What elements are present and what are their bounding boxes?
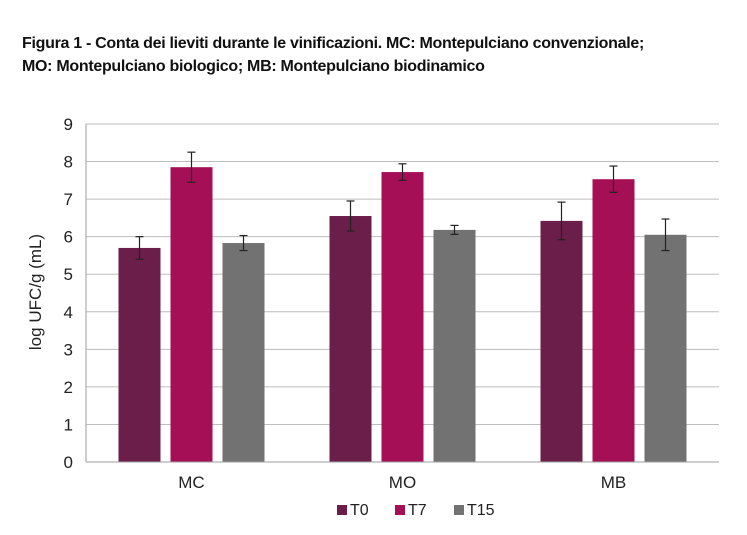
error-bar-t15-mo [450,224,459,236]
y-tick-label: 3 [64,340,73,359]
y-tick-label: 2 [64,378,73,397]
bar-t15-mo [433,229,476,462]
bar-t15-mb [644,234,687,462]
legend-swatch [337,505,347,515]
legend-item-t0: T0 [337,502,369,519]
y-axis-ticks: 0 1 2 3 4 5 6 7 8 9 [64,115,73,472]
bar-t0-mo [329,216,372,462]
bar-t0-mb [540,220,583,462]
legend-item-t7: T7 [395,502,427,519]
bar-t7-mo [381,172,424,462]
y-tick-label: 8 [64,153,73,172]
error-bars [135,151,670,260]
error-bar-t0-mc [135,236,144,260]
error-bar-t7-mo [398,163,407,181]
legend-swatch [395,505,405,515]
bar-t7-mb [592,179,635,462]
y-tick-label: 4 [64,303,73,322]
chart-title: Figura 1 - Conta dei lieviti durante le … [22,32,722,78]
y-axis-title: log UFC/g (mL) [26,234,45,350]
y-tick-label: 9 [64,115,73,134]
y-tick-label: 1 [64,415,73,434]
x-axis-ticks: MC MO MB [86,461,719,492]
x-tick-label: MB [601,473,627,492]
chart-title-line-2: MO: Montepulciano biologico; MB: Montepu… [22,58,485,75]
y-tick-label: 0 [64,453,73,472]
chart-title-line-1: Figura 1 - Conta dei lieviti durante le … [22,35,644,52]
bar-t7-mc [170,167,213,462]
y-tick-label: 6 [64,228,73,247]
bars [118,167,687,462]
legend-label: T7 [408,502,427,519]
legend-label: T15 [467,502,495,519]
legend-label: T0 [350,502,369,519]
legend-swatch [454,505,464,515]
error-bar-t0-mo [346,200,355,232]
error-bar-t7-mb [609,165,618,193]
bar-t0-mc [118,247,161,462]
legend-item-t15: T15 [454,502,495,519]
error-bar-t15-mc [239,234,248,252]
y-tick-label: 5 [64,265,73,284]
error-bar-t7-mc [187,151,196,183]
y-tick-label: 7 [64,190,73,209]
legend: T0 T7 T15 [337,502,495,519]
bar-t15-mc [222,243,265,462]
x-tick-label: MO [389,473,416,492]
error-bar-t0-mb [557,201,566,241]
error-bar-t15-mb [661,218,670,252]
x-tick-label: MC [178,473,204,492]
